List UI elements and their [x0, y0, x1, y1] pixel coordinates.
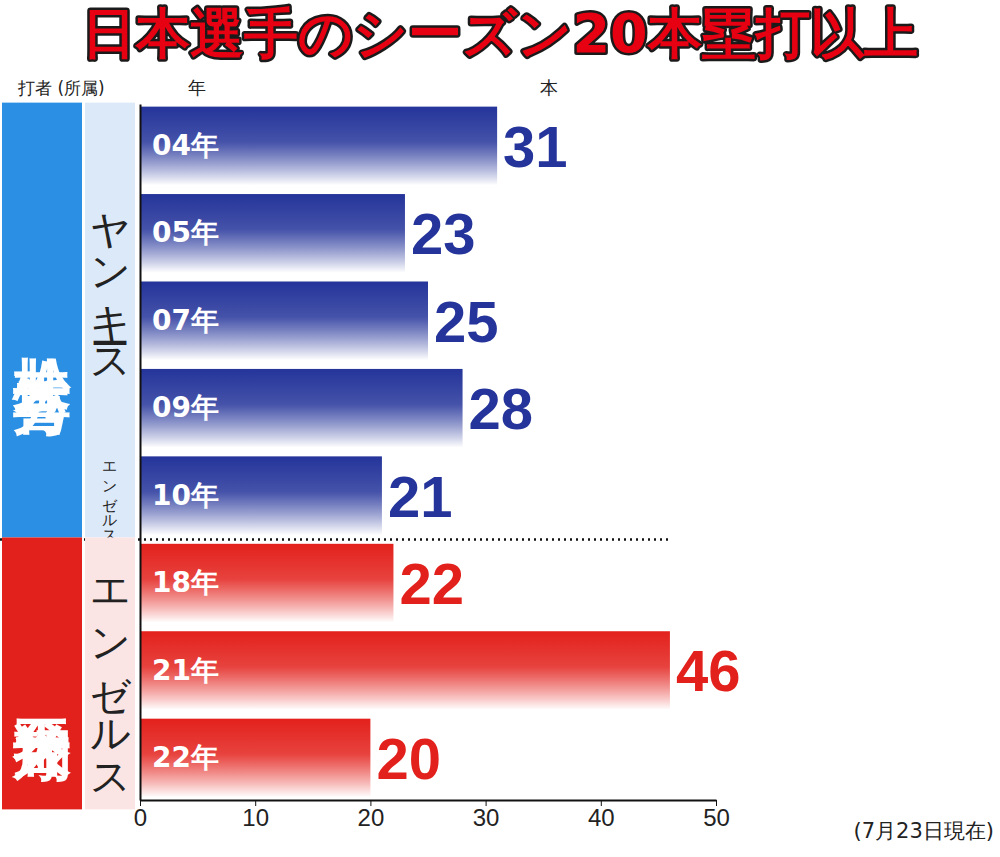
- tick-label: 22年: [152, 741, 219, 774]
- batter-name: 大谷翔平: [12, 718, 72, 782]
- bar: [140, 631, 670, 710]
- batter-box: [2, 537, 82, 809]
- bar: [140, 369, 463, 448]
- axis-line: [140, 105, 142, 801]
- tick-label: 40: [588, 804, 615, 831]
- tick: 21年: [140, 654, 219, 687]
- bar: [140, 107, 497, 186]
- x-axis: 0 10 20 30 40 50: [134, 800, 730, 831]
- tick-label: 0: [134, 804, 147, 831]
- tick: 10: [242, 800, 269, 831]
- bar: [140, 544, 393, 623]
- note: (7月23日現在): [854, 819, 994, 843]
- tick: 07年: [140, 304, 219, 337]
- batter-name: 松井 秀喜: [8, 310, 76, 437]
- data-label: 46: [676, 638, 741, 703]
- data-label: 22: [399, 551, 464, 616]
- axis-line: [141, 800, 717, 802]
- data-labels: 31 23 25 2821 22 46 20: [376, 114, 740, 791]
- tick-label: 10: [242, 804, 269, 831]
- bar: [140, 281, 428, 360]
- header-label: 年: [188, 77, 206, 98]
- data-label: 28: [469, 376, 534, 441]
- tick: 09年: [140, 391, 219, 424]
- data-label: 23: [411, 201, 476, 266]
- tick-label: 09年: [152, 391, 219, 424]
- team-box: [85, 537, 135, 809]
- bar: [140, 456, 382, 535]
- tick: 10年: [140, 479, 219, 512]
- tick: 0: [134, 800, 147, 831]
- bar: [140, 194, 405, 273]
- bar: [140, 719, 370, 798]
- batter-box: [2, 103, 82, 538]
- team-name: ヤンキース: [87, 185, 133, 377]
- data-label: 20: [376, 726, 441, 791]
- header-label: 本: [540, 77, 558, 98]
- tick-label: 20: [358, 804, 385, 831]
- tick: 04年: [140, 129, 219, 162]
- tick-label: 30: [473, 804, 500, 831]
- tick-label: 05年: [152, 216, 219, 249]
- tick: 40: [588, 800, 615, 831]
- chart: 日本選手のシーズン20本塁打以上打者 (所属) 年 本松井 秀喜ヤンキースエンゼルス…: [0, 0, 1000, 857]
- data-label: 21: [388, 464, 453, 529]
- tick: 20: [358, 800, 385, 831]
- team-name: エンゼルス: [101, 453, 119, 541]
- tick: 50: [703, 800, 730, 831]
- team-name: エンゼルス: [87, 556, 133, 793]
- tick: 05年: [140, 216, 219, 249]
- tick: 18年: [140, 566, 219, 599]
- y-axis: 04年 05年 07年 09年 10年 18年 21年 22年: [140, 105, 219, 801]
- tick: 30: [473, 800, 500, 831]
- tick-label: 04年: [152, 129, 219, 162]
- tick-label: 10年: [152, 479, 219, 512]
- tick-label: 50: [703, 804, 730, 831]
- header-label: 打者 (所属): [17, 78, 105, 98]
- data-label: 31: [503, 114, 568, 179]
- tick: 22年: [140, 741, 219, 774]
- title: 日本選手のシーズン20本塁打以上: [82, 2, 917, 65]
- bars: [140, 107, 670, 798]
- tick-label: 07年: [152, 304, 219, 337]
- tick-label: 18年: [152, 566, 219, 599]
- tick-label: 21年: [152, 654, 219, 687]
- data-label: 25: [434, 289, 499, 354]
